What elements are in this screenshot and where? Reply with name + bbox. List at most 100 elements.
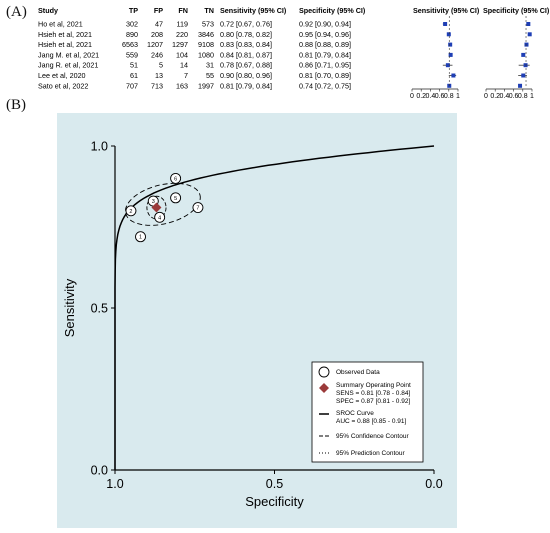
row-tn: 55 <box>206 71 214 80</box>
header-sensitivity-plot: Sensitivity (95% CI) <box>413 6 480 15</box>
row-study: Jang R. et al, 2021 <box>38 61 98 70</box>
row-specificity: 0.92 [0.90, 0.94] <box>299 20 351 29</box>
panel-a-label: (A) <box>6 4 27 20</box>
spec-axis-tick-label: 1 <box>530 93 534 100</box>
y-tick-label: 0.0 <box>91 464 108 478</box>
legend-summary-label: SENS = 0.81 [0.78 - 0.84] <box>336 390 410 397</box>
legend-sroc-label: SROC Curve <box>336 410 374 417</box>
row-specificity: 0.95 [0.94, 0.96] <box>299 30 351 39</box>
row-study: Hsieh et al, 2021 <box>38 40 92 49</box>
sens-axis-tick-label: 0.6 <box>435 93 445 100</box>
observed-point-label: 3 <box>152 199 155 205</box>
row-study: Ho et al, 2021 <box>38 20 83 29</box>
header-tp: TP <box>129 6 138 15</box>
row-sensitivity: 0.90 [0.80, 0.96] <box>220 71 272 80</box>
sens-axis-tick-label: 0 <box>410 93 414 100</box>
legend-confidence-label: 95% Confidence Contour <box>336 433 409 440</box>
row-sensitivity: 0.84 [0.81, 0.87] <box>220 50 272 59</box>
row-study: Jang M. et al, 2021 <box>38 50 99 59</box>
summary-operating-point <box>151 202 162 213</box>
row-tn: 31 <box>206 61 214 70</box>
row-tp: 559 <box>126 50 138 59</box>
observed-point-label: 1 <box>139 235 142 241</box>
row-sensitivity: 0.83 [0.83, 0.84] <box>220 40 272 49</box>
sens-axis-tick-label: 0.2 <box>416 93 426 100</box>
legend-sroc-label: AUC = 0.88 [0.85 - 0.91] <box>336 418 406 425</box>
row-fn: 14 <box>180 61 188 70</box>
sens-marker <box>445 63 450 68</box>
sens-marker <box>446 32 451 37</box>
confidence-contour <box>146 195 167 220</box>
header-fn: FN <box>178 6 188 15</box>
prediction-contour <box>124 182 201 226</box>
spec-axis-tick-label: 0.4 <box>500 93 510 100</box>
header-sensitivity: Sensitivity (95% CI) <box>220 6 287 15</box>
row-fp: 47 <box>155 20 163 29</box>
x-axis-title: Specificity <box>245 494 304 509</box>
x-tick-label: 1.0 <box>106 477 123 491</box>
y-tick-label: 0.5 <box>91 302 108 316</box>
panel-b-label: (B) <box>6 97 26 113</box>
row-fp: 5 <box>159 61 163 70</box>
row-fn: 104 <box>176 50 188 59</box>
row-sensitivity: 0.72 [0.67, 0.76] <box>220 20 272 29</box>
sens-marker <box>448 52 453 57</box>
observed-point-label: 2 <box>129 209 132 215</box>
spec-marker <box>518 83 523 88</box>
row-fn: 119 <box>177 20 188 29</box>
x-tick-label: 0.0 <box>425 477 442 491</box>
row-specificity: 0.88 [0.88, 0.89] <box>299 40 351 49</box>
header-specificity: Specificity (95% CI) <box>299 6 366 15</box>
sens-marker <box>451 73 456 78</box>
observed-point-label: 7 <box>196 206 199 212</box>
row-tp: 302 <box>126 20 138 29</box>
observed-point <box>192 202 204 214</box>
row-tn: 573 <box>202 20 214 29</box>
row-study: Lee et al, 2020 <box>38 71 86 80</box>
row-tn: 1997 <box>198 81 214 90</box>
row-specificity: 0.81 [0.79, 0.84] <box>299 50 351 59</box>
row-fn: 163 <box>176 81 188 90</box>
row-tp: 6563 <box>122 40 138 49</box>
sens-marker <box>443 22 448 26</box>
legend-summary-label: Summary Operating Point <box>336 382 411 389</box>
observed-point <box>170 172 182 184</box>
spec-marker <box>521 52 526 57</box>
row-fp: 1207 <box>147 40 163 49</box>
spec-axis-tick-label: 0.8 <box>518 93 528 100</box>
legend-prediction-label: 95% Prediction Contour <box>336 450 405 457</box>
row-tn: 9108 <box>198 40 214 49</box>
observed-point-label: 5 <box>174 196 177 202</box>
row-tp: 61 <box>130 71 138 80</box>
header-study: Study <box>38 6 58 15</box>
row-tn: 1080 <box>198 50 214 59</box>
row-study: Sato et al, 2022 <box>38 81 88 90</box>
legend-observed-icon <box>318 366 330 378</box>
spec-axis-tick-label: 0 <box>484 93 488 100</box>
row-fn: 220 <box>176 30 188 39</box>
row-tp: 890 <box>126 30 138 39</box>
row-tp: 51 <box>130 61 138 70</box>
sens-axis-tick-label: 0.4 <box>426 93 436 100</box>
spec-marker <box>521 73 526 78</box>
sens-axis-tick-label: 0.8 <box>444 93 454 100</box>
legend-observed-label: Observed Data <box>336 369 380 376</box>
row-sensitivity: 0.78 [0.67, 0.88] <box>220 61 272 70</box>
row-specificity: 0.86 [0.71, 0.95] <box>299 61 351 70</box>
spec-axis-tick-label: 0.6 <box>509 93 519 100</box>
observed-point <box>135 231 146 243</box>
row-specificity: 0.74 [0.72, 0.75] <box>299 81 351 90</box>
row-sensitivity: 0.81 [0.79, 0.84] <box>220 81 272 90</box>
spec-marker <box>523 63 528 68</box>
legend-summary-icon <box>319 383 329 393</box>
row-fp: 13 <box>155 71 163 80</box>
row-fp: 713 <box>151 81 163 90</box>
legend-box <box>311 361 424 463</box>
observed-point <box>154 211 166 223</box>
row-fp: 208 <box>151 30 163 39</box>
x-tick-label: 0.5 <box>266 477 283 491</box>
header-specificity-plot: Specificity (95% CI) <box>483 6 550 15</box>
observed-point <box>170 192 182 204</box>
spec-marker <box>524 42 529 47</box>
